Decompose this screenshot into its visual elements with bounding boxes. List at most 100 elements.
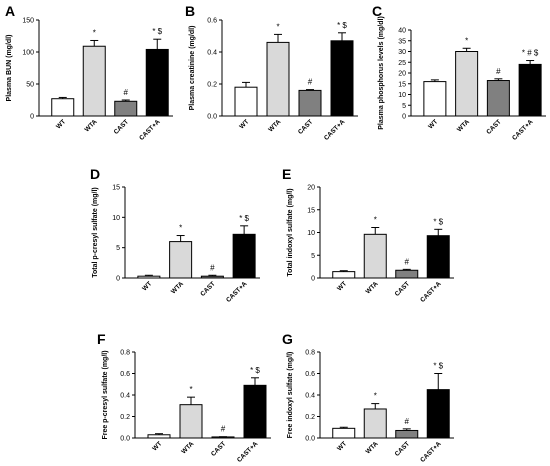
y-tick-label: 0.4 <box>207 50 217 57</box>
bar-wt <box>147 434 171 439</box>
y-axis-label: Plasma BUN (mg/dl) <box>6 35 13 102</box>
significance-mark: # <box>405 417 410 426</box>
significance-mark: * $ <box>433 362 443 371</box>
y-tick-label: 10 <box>398 92 406 99</box>
y-tick-label: 40 <box>398 28 406 35</box>
x-tick-label: CAST <box>113 118 130 135</box>
bar-cast <box>486 80 510 117</box>
significance-mark: * $ <box>337 21 347 30</box>
panel-G: G 0.0 0.2 0.4 0.6 0.8 Free indoxyl sulfate (mg… <box>282 331 454 464</box>
y-tick-label: 0.4 <box>305 393 315 400</box>
y-tick-label: 10 <box>112 215 120 222</box>
y-tick-label: 10 <box>307 230 315 237</box>
panel-letter: B <box>185 3 195 19</box>
significance-mark: * $ <box>250 366 260 375</box>
y-tick-label: 20 <box>307 185 315 192</box>
significance-mark: * <box>189 385 192 394</box>
bar-wta <box>266 41 290 117</box>
panel-letter: F <box>97 331 106 347</box>
x-tick-label: CAST+A <box>419 440 443 464</box>
bar-cast-plus-a <box>330 40 354 117</box>
y-tick-label: 0.4 <box>120 393 130 400</box>
bar-wt <box>332 271 356 279</box>
bar-wta <box>363 233 387 279</box>
x-tick-label: WTA <box>180 440 195 455</box>
significance-mark: * <box>93 28 96 37</box>
x-tick-label: WT <box>336 440 348 452</box>
bar-wta <box>82 45 106 117</box>
x-tick-label: WT <box>55 118 67 130</box>
x-tick-label: WTA <box>170 280 185 295</box>
y-tick-label: 0.0 <box>207 114 217 121</box>
x-tick-label: WTA <box>267 118 282 133</box>
y-tick-label: 0.2 <box>305 414 315 421</box>
significance-mark: * <box>276 22 279 31</box>
panel-B: B 0.0 0.2 0.4 0.6 Plasma creatinine (mg/dl) WT… <box>185 3 358 142</box>
bar-wt <box>423 81 447 117</box>
panel-letter: E <box>282 166 291 182</box>
bar-cast-plus-a <box>426 389 450 439</box>
significance-mark: * $ <box>239 214 249 223</box>
significance-mark: * <box>374 392 377 401</box>
y-axis-label: Free p-cresyl sulfate (mg/l) <box>102 350 109 439</box>
x-tick-label: CAST <box>199 280 216 297</box>
y-tick-label: 50 <box>26 82 34 89</box>
panel-letter: A <box>5 3 15 19</box>
bar-wta <box>363 408 387 439</box>
y-tick-label: 5 <box>116 245 120 252</box>
y-tick-label: 0.2 <box>207 82 217 89</box>
bar-wta <box>455 51 479 117</box>
bar-cast-plus-a <box>426 235 450 279</box>
panel-A: A 0 50 100 150 Plasma BUN (mg/dl) WT * WTA # CAST *… <box>5 3 173 142</box>
y-tick-label: 0 <box>30 114 34 121</box>
bar-cast-plus-a <box>518 63 542 117</box>
x-tick-label: WT <box>141 280 153 292</box>
y-tick-label: 5 <box>311 253 315 260</box>
y-tick-label: 20 <box>398 71 406 78</box>
x-tick-label: WTA <box>456 118 471 133</box>
y-tick-label: 35 <box>398 38 406 45</box>
y-tick-label: 25 <box>398 60 406 67</box>
y-tick-label: 0.6 <box>120 371 130 378</box>
bar-cast <box>395 429 419 439</box>
panel-letter: G <box>282 331 293 347</box>
y-tick-label: 0 <box>402 114 406 121</box>
bar-wt <box>332 427 356 439</box>
significance-mark: * <box>179 224 182 233</box>
bar-cast <box>298 89 322 117</box>
y-tick-label: 15 <box>307 207 315 214</box>
bar-wt <box>234 86 258 117</box>
x-tick-label: WT <box>151 440 163 452</box>
panel-letter: D <box>90 166 100 182</box>
panel-C: C 0 5 10 15 20 25 30 35 40 Plasma phosphorus level… <box>372 3 546 142</box>
x-tick-label: WT <box>238 118 250 130</box>
y-tick-label: 0 <box>311 276 315 283</box>
bar-wta <box>169 241 193 279</box>
y-tick-label: 0 <box>116 276 120 283</box>
significance-mark: * <box>374 215 377 224</box>
y-axis-label: Plasma creatinine (mg/dl) <box>189 26 196 111</box>
bar-wt <box>51 98 75 117</box>
x-tick-label: WT <box>427 118 439 130</box>
y-tick-label: 15 <box>398 81 406 88</box>
x-tick-label: CAST+A <box>138 118 162 142</box>
x-tick-label: CAST <box>485 118 502 135</box>
significance-mark: # <box>496 67 501 76</box>
panel-D: D 0 5 10 15 Total p-cresyl sulfate (mg/l) WT * W… <box>90 166 260 304</box>
significance-mark: * # $ <box>522 49 539 58</box>
y-tick-label: 30 <box>398 49 406 56</box>
bar-cast <box>114 100 138 117</box>
y-tick-label: 0.6 <box>207 18 217 25</box>
significance-mark: # <box>308 78 313 87</box>
significance-mark: # <box>124 88 129 97</box>
significance-mark: # <box>405 257 410 266</box>
y-tick-label: 0.8 <box>120 350 130 357</box>
y-tick-label: 0.8 <box>305 350 315 357</box>
x-tick-label: CAST+A <box>511 118 535 142</box>
x-tick-label: CAST <box>210 440 227 457</box>
x-tick-label: CAST+A <box>323 118 347 142</box>
significance-mark: # <box>221 425 226 434</box>
x-tick-label: WTA <box>365 440 380 455</box>
x-tick-label: CAST <box>394 280 411 297</box>
